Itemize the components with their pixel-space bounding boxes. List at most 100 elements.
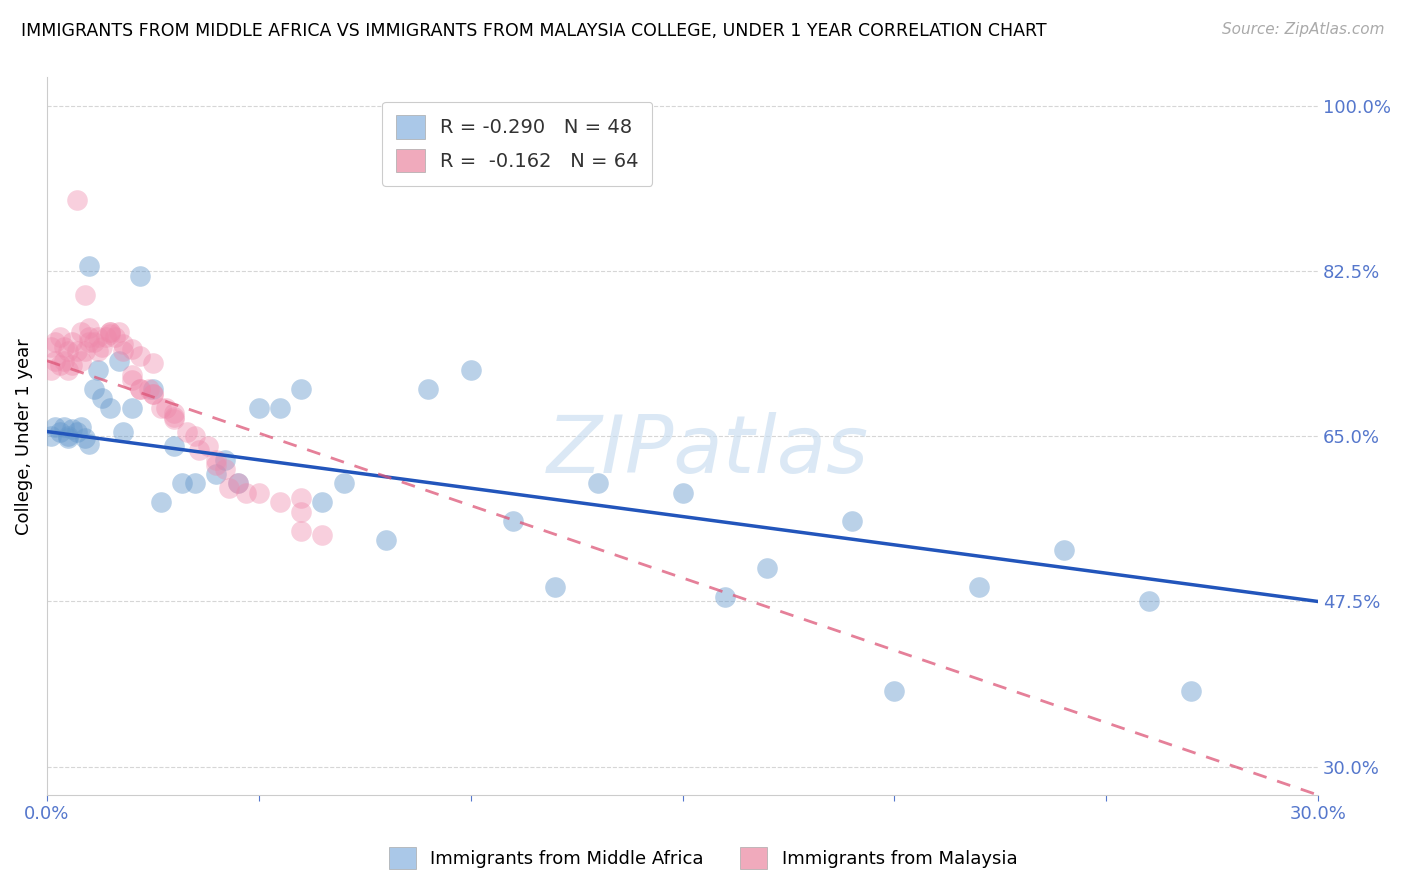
Point <box>52 419 75 434</box>
Point <box>269 495 291 509</box>
Point <box>52 340 75 354</box>
Point <box>60 359 83 373</box>
Point <box>69 326 91 340</box>
Point <box>56 431 79 445</box>
Point <box>163 412 186 426</box>
Point <box>129 382 152 396</box>
Point <box>311 495 333 509</box>
Point <box>671 486 693 500</box>
Point <box>226 476 249 491</box>
Point <box>65 425 87 439</box>
Point <box>967 580 990 594</box>
Point <box>44 353 66 368</box>
Point <box>374 533 396 548</box>
Point <box>108 353 131 368</box>
Point <box>48 425 70 439</box>
Point <box>235 486 257 500</box>
Point <box>112 344 135 359</box>
Point <box>214 453 236 467</box>
Point <box>44 419 66 434</box>
Point <box>205 467 228 481</box>
Point <box>65 344 87 359</box>
Point <box>69 419 91 434</box>
Point <box>247 401 270 415</box>
Point <box>714 590 737 604</box>
Point <box>104 330 127 344</box>
Point <box>163 406 186 420</box>
Point <box>73 431 96 445</box>
Point <box>56 363 79 377</box>
Text: IMMIGRANTS FROM MIDDLE AFRICA VS IMMIGRANTS FROM MALAYSIA COLLEGE, UNDER 1 YEAR : IMMIGRANTS FROM MIDDLE AFRICA VS IMMIGRA… <box>21 22 1046 40</box>
Point <box>155 401 177 415</box>
Point <box>142 386 165 401</box>
Point <box>502 514 524 528</box>
Point <box>150 495 173 509</box>
Point <box>142 386 165 401</box>
Point <box>121 343 143 357</box>
Point <box>108 326 131 340</box>
Point <box>544 580 567 594</box>
Point <box>883 684 905 698</box>
Point <box>121 368 143 382</box>
Point <box>290 382 312 396</box>
Legend: R = -0.290   N = 48, R =  -0.162   N = 64: R = -0.290 N = 48, R = -0.162 N = 64 <box>382 102 652 186</box>
Point <box>205 458 228 472</box>
Point <box>205 453 228 467</box>
Point <box>73 287 96 301</box>
Point <box>247 486 270 500</box>
Point <box>69 353 91 368</box>
Point <box>176 425 198 439</box>
Point <box>163 410 186 425</box>
Point <box>48 330 70 344</box>
Point <box>77 260 100 274</box>
Point <box>73 344 96 359</box>
Point <box>197 439 219 453</box>
Point <box>1180 684 1202 698</box>
Point <box>60 422 83 436</box>
Point <box>311 528 333 542</box>
Point <box>841 514 863 528</box>
Point <box>172 476 194 491</box>
Point <box>39 340 62 354</box>
Point <box>460 363 482 377</box>
Point <box>56 429 79 443</box>
Point <box>83 334 105 349</box>
Point <box>100 327 122 342</box>
Point <box>586 476 609 491</box>
Point <box>138 382 160 396</box>
Point <box>100 401 122 415</box>
Point <box>77 320 100 334</box>
Point <box>39 363 62 377</box>
Point <box>77 330 100 344</box>
Point <box>48 359 70 373</box>
Point <box>1053 542 1076 557</box>
Point <box>77 437 100 451</box>
Point <box>91 340 114 354</box>
Point <box>129 268 152 283</box>
Point <box>290 505 312 519</box>
Point <box>418 382 440 396</box>
Point <box>142 356 165 370</box>
Point <box>112 425 135 439</box>
Point <box>87 363 110 377</box>
Y-axis label: College, Under 1 year: College, Under 1 year <box>15 338 32 534</box>
Point <box>87 330 110 344</box>
Point <box>269 401 291 415</box>
Point <box>100 326 122 340</box>
Point <box>129 349 152 363</box>
Point <box>121 401 143 415</box>
Point <box>44 334 66 349</box>
Point <box>96 330 118 344</box>
Text: Source: ZipAtlas.com: Source: ZipAtlas.com <box>1222 22 1385 37</box>
Point <box>142 382 165 396</box>
Point <box>163 439 186 453</box>
Point <box>184 429 207 443</box>
Point <box>756 561 779 575</box>
Point <box>226 476 249 491</box>
Point <box>87 344 110 359</box>
Point <box>332 476 354 491</box>
Point <box>52 353 75 368</box>
Point <box>290 491 312 505</box>
Point <box>150 401 173 415</box>
Legend: Immigrants from Middle Africa, Immigrants from Malaysia: Immigrants from Middle Africa, Immigrant… <box>380 838 1026 879</box>
